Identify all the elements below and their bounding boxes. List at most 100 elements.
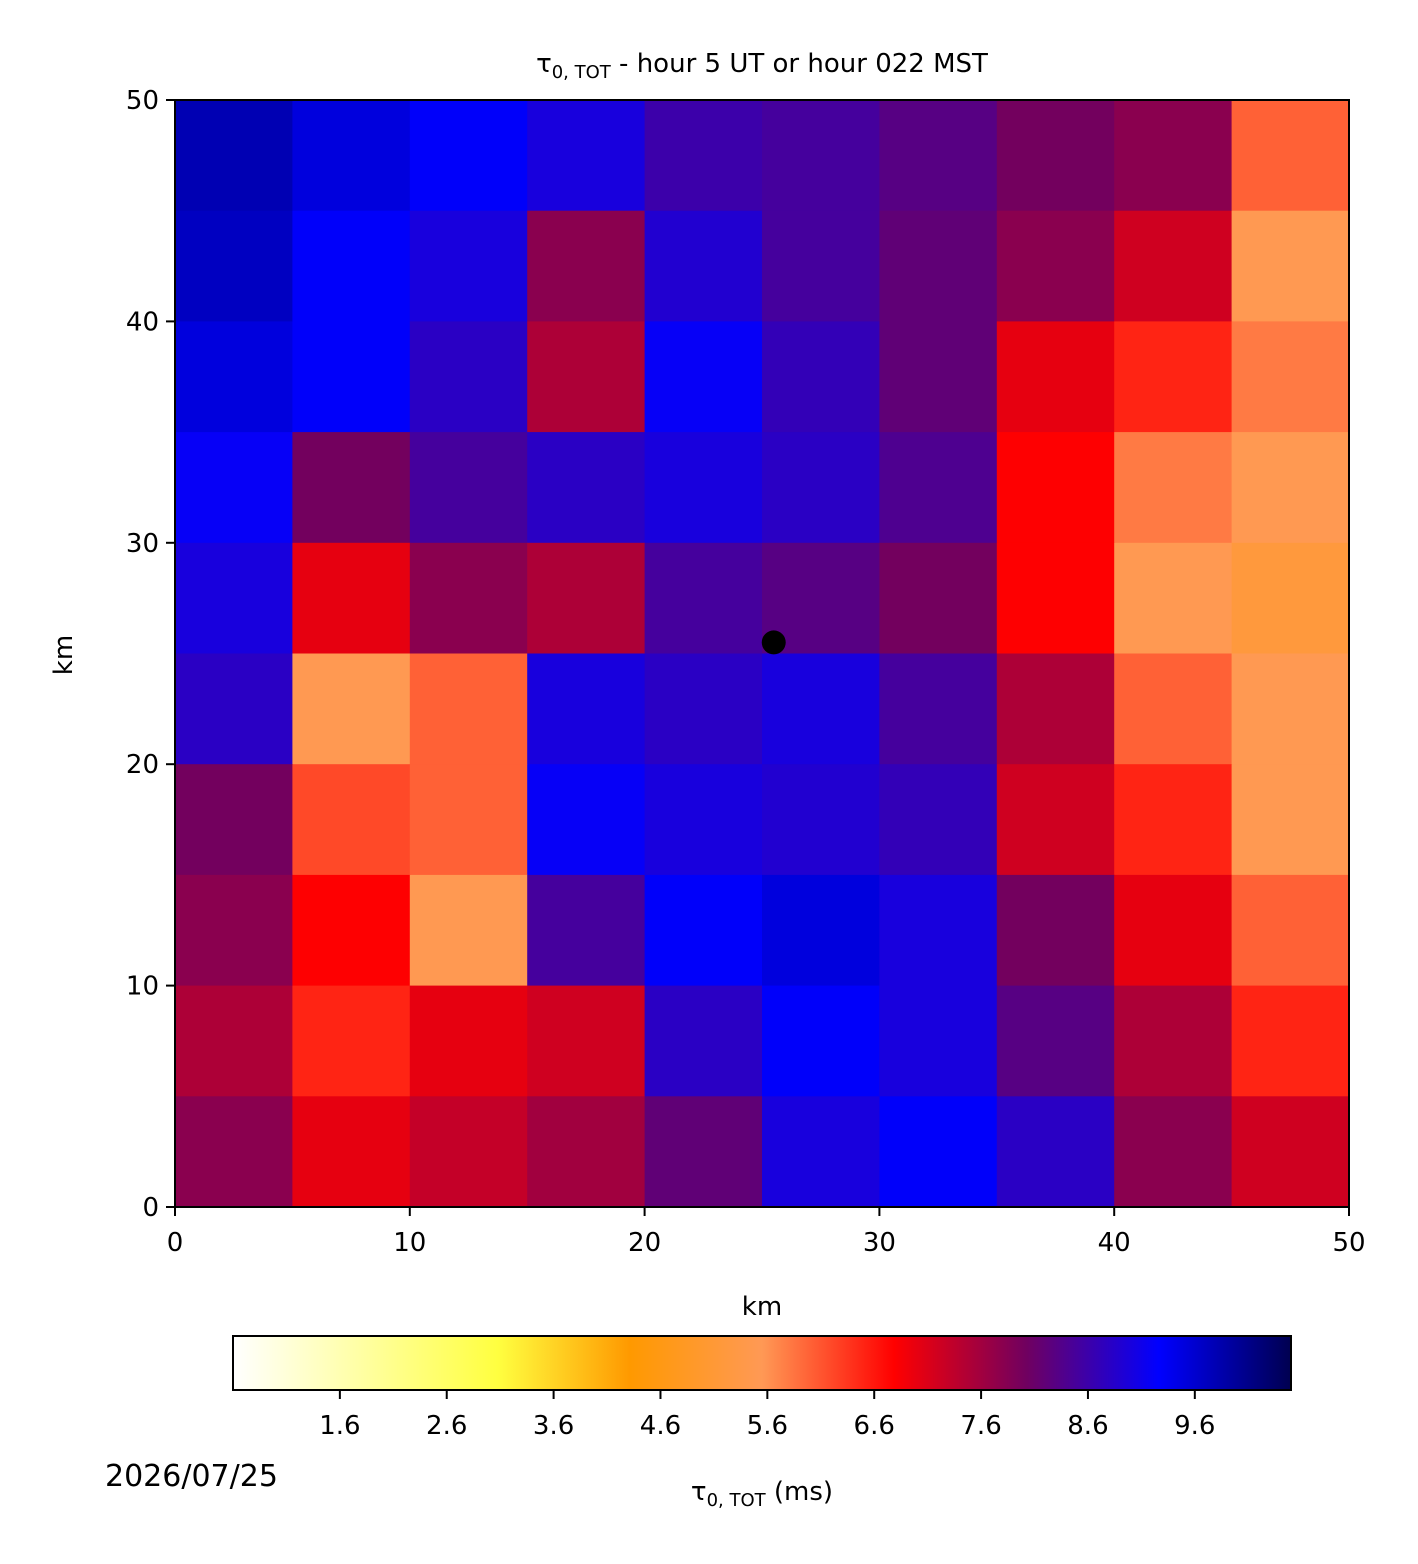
y-tick-label: 20: [126, 750, 159, 780]
heatmap-cell: [762, 432, 880, 544]
heatmap-cell: [644, 764, 763, 876]
colorbar-tick-label: 5.6: [747, 1411, 788, 1441]
heatmap-cell: [762, 985, 880, 1097]
heatmap-cell: [1114, 542, 1233, 654]
y-tick-label: 0: [142, 1193, 159, 1223]
heatmap-cell: [1114, 1096, 1233, 1207]
heatmap-cell: [175, 100, 293, 212]
y-tick-label: 50: [126, 86, 159, 116]
heatmap-cell: [996, 653, 1115, 765]
heatmap-cell: [527, 432, 646, 544]
title-subscript: 0, TOT: [552, 62, 612, 83]
heatmap-cell: [762, 100, 880, 212]
heatmap-cell: [1114, 764, 1233, 876]
heatmap-cell: [292, 1096, 411, 1207]
x-tick-label: 30: [863, 1228, 896, 1258]
clabel-symbol: τ: [691, 1477, 707, 1507]
heatmap-cell: [527, 985, 646, 1097]
heatmap-cell: [996, 764, 1115, 876]
date: 2026/07/25: [105, 1459, 278, 1494]
clabel-subscript: 0, TOT: [707, 1490, 767, 1511]
colorbar-tick-label: 4.6: [640, 1411, 681, 1441]
heatmap-cell: [879, 542, 998, 654]
y-tick-label: 30: [126, 529, 159, 559]
heatmap-cell: [644, 874, 763, 987]
heatmap-cell: [996, 100, 1115, 212]
heatmap-cell: [644, 100, 763, 212]
heatmap-cell: [527, 210, 646, 322]
colorbar-tick-label: 8.6: [1067, 1411, 1108, 1441]
y-tick-label: 40: [126, 307, 159, 337]
chart-title: τ0, TOT - hour 5 UT or hour 022 MST: [536, 49, 988, 83]
heatmap-cell: [644, 653, 763, 765]
heatmap-cell: [1231, 321, 1349, 433]
heatmap-cell: [175, 542, 293, 654]
heatmap-cell: [644, 321, 763, 433]
heatmap-cell: [1231, 985, 1349, 1097]
heatmap-cell: [1231, 100, 1349, 212]
heatmap-cell: [879, 432, 998, 544]
heatmap-cell: [762, 1096, 880, 1207]
point-marker: [761, 630, 786, 655]
heatmap-cell: [762, 321, 880, 433]
x-tick-label: 10: [393, 1228, 426, 1258]
heatmap-cell: [1114, 432, 1233, 544]
heatmap-cell: [1114, 210, 1233, 322]
colorbar: [232, 1335, 1292, 1391]
heatmap-cell: [996, 432, 1115, 544]
title-text: - hour 5 UT or hour 022 MST: [611, 49, 988, 79]
clabel-text: (ms): [766, 1477, 833, 1507]
heatmap-cell: [644, 985, 763, 1097]
heatmap-cell: [1114, 874, 1233, 987]
heatmap-cell: [175, 210, 293, 322]
heatmap-cell: [879, 985, 998, 1097]
heatmap-cell: [1231, 874, 1349, 987]
heatmap-cell: [175, 874, 293, 987]
y-tick-label: 10: [126, 972, 159, 1002]
heatmap-cell: [409, 100, 528, 212]
heatmap-cell: [996, 210, 1115, 322]
heatmap-cell: [292, 874, 411, 987]
title-symbol: τ: [536, 49, 552, 79]
heatmap-cell: [409, 432, 528, 544]
colorbar-tick-label: 7.6: [960, 1411, 1001, 1441]
heatmap-cell: [1231, 653, 1349, 765]
heatmap-cell: [1231, 210, 1349, 322]
heatmap-cell: [292, 321, 411, 433]
heatmap-cell: [175, 985, 293, 1097]
y-axis-label: km: [49, 635, 79, 675]
heatmap-cell: [175, 764, 293, 876]
heatmap-cell: [644, 1096, 763, 1207]
heatmap-cell: [644, 432, 763, 544]
heatmap-cell: [996, 874, 1115, 987]
heatmap-cell: [879, 874, 998, 987]
heatmap-cell: [409, 985, 528, 1097]
heatmap-cell: [1231, 764, 1349, 876]
heatmap-cell: [409, 542, 528, 654]
heatmap-cell: [292, 542, 411, 654]
heatmap-cell: [762, 764, 880, 876]
heatmap-cell: [527, 542, 646, 654]
heatmap-cell: [292, 210, 411, 322]
heatmap-cell: [175, 1096, 293, 1207]
heatmap-cell: [292, 985, 411, 1097]
heatmap-cell: [762, 210, 880, 322]
heatmap-cell: [1114, 321, 1233, 433]
heatmap-cell: [762, 653, 880, 765]
heatmap-cell: [879, 764, 998, 876]
heatmap-cell: [996, 321, 1115, 433]
heatmap-cell: [175, 432, 293, 544]
colorbar-label: τ0, TOT (ms): [691, 1477, 833, 1511]
colorbar-tick-label: 9.6: [1174, 1411, 1215, 1441]
heatmap-cell: [527, 321, 646, 433]
heatmap: [175, 100, 1349, 1207]
heatmap-cell: [292, 432, 411, 544]
heatmap-cell: [292, 653, 411, 765]
colorbar-tick-label: 6.6: [854, 1411, 895, 1441]
heatmap-cell: [409, 321, 528, 433]
heatmap-cell: [1114, 100, 1233, 212]
heatmap-cell: [409, 653, 528, 765]
heatmap-cell: [409, 1096, 528, 1207]
